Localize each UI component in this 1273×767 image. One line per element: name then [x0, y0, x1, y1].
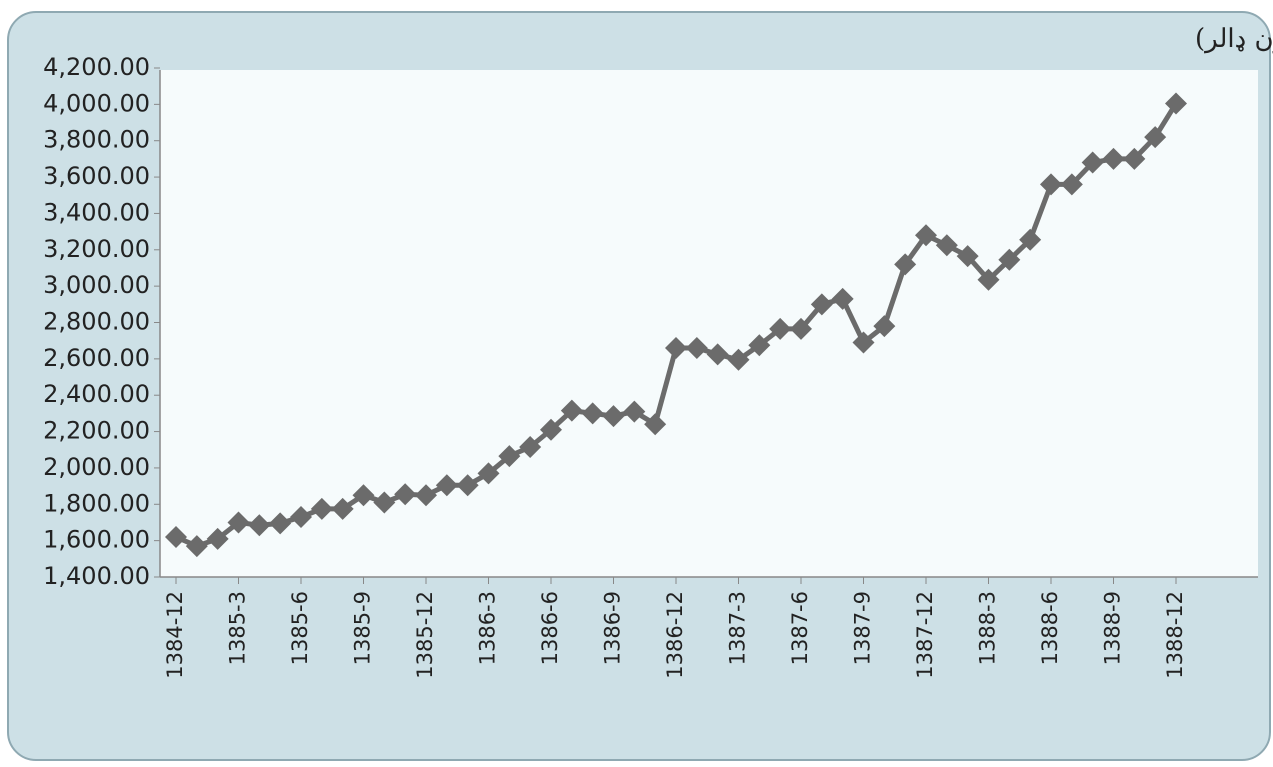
- data-marker: [435, 474, 458, 497]
- x-tick-label: 1384-12: [163, 591, 187, 679]
- chart-title: د افغانستان ناخالصه اسعاري زيرمې(ارقام پ…: [1195, 24, 1273, 58]
- data-marker: [894, 253, 917, 276]
- data-marker: [540, 418, 562, 441]
- data-marker: [290, 506, 312, 529]
- x-tick-label: 1385-9: [351, 591, 375, 665]
- x-tick-label: 1387-3: [726, 591, 750, 665]
- data-marker: [373, 491, 396, 514]
- data-marker: [831, 287, 854, 310]
- data-marker: [665, 336, 687, 359]
- y-tick-label: 3,600.00: [43, 162, 150, 190]
- data-marker: [706, 343, 729, 366]
- data-marker: [1081, 151, 1104, 174]
- y-tick-label: 2,000.00: [43, 453, 150, 481]
- x-tick-label: 1385-3: [226, 591, 250, 665]
- data-marker: [206, 527, 229, 550]
- data-marker: [956, 245, 979, 268]
- y-tick-label: 2,200.00: [43, 417, 150, 445]
- plot-area: [160, 70, 1258, 577]
- x-tick-label: 1386-3: [476, 591, 500, 665]
- data-marker: [415, 484, 437, 507]
- x-tick-label: 1387-12: [913, 591, 937, 679]
- y-tick-label: 3,400.00: [43, 198, 150, 226]
- data-marker: [1040, 173, 1062, 196]
- data-marker: [248, 514, 271, 537]
- y-tick-label: 1,800.00: [43, 489, 150, 517]
- y-tick-label: 3,000.00: [43, 271, 150, 299]
- data-marker: [477, 462, 500, 485]
- data-marker: [1165, 92, 1187, 115]
- data-marker: [519, 436, 542, 459]
- data-marker: [560, 399, 583, 422]
- data-marker: [685, 336, 708, 359]
- data-marker: [1144, 126, 1167, 149]
- y-tick-label: 4,000.00: [43, 89, 150, 117]
- data-marker: [394, 483, 417, 506]
- data-marker: [1019, 228, 1042, 251]
- x-tick-label: 1388-6: [1038, 591, 1062, 665]
- y-tick-label: 2,400.00: [43, 380, 150, 408]
- y-tick-label: 4,200.00: [43, 53, 150, 81]
- data-marker: [998, 248, 1021, 271]
- x-tick-label: 1386-12: [663, 591, 687, 679]
- x-tick-label: 1388-3: [976, 591, 1000, 665]
- data-marker: [1102, 147, 1125, 170]
- data-marker: [769, 317, 792, 340]
- data-marker: [623, 400, 646, 423]
- data-marker: [602, 405, 625, 428]
- data-marker: [748, 334, 771, 357]
- data-marker: [977, 268, 1000, 291]
- x-tick-label: 1388-9: [1101, 591, 1125, 665]
- data-marker: [1123, 147, 1146, 170]
- data-marker: [581, 402, 604, 425]
- x-tick-label: 1388-12: [1163, 591, 1187, 679]
- x-tick-label: 1385-6: [288, 591, 312, 665]
- x-tick-label: 1386-6: [538, 591, 562, 665]
- data-marker: [810, 293, 833, 316]
- y-tick-label: 2,600.00: [43, 344, 150, 372]
- data-marker: [644, 413, 667, 436]
- data-marker: [915, 224, 937, 247]
- data-marker: [310, 497, 333, 520]
- data-marker: [790, 317, 812, 340]
- data-marker: [1060, 173, 1083, 196]
- data-marker: [456, 474, 479, 497]
- data-marker: [352, 484, 375, 507]
- data-marker: [227, 511, 250, 534]
- data-marker: [331, 497, 354, 520]
- data-marker: [935, 234, 958, 257]
- data-marker: [852, 331, 875, 354]
- y-tick-label: 1,600.00: [43, 526, 150, 554]
- x-tick-label: 1387-9: [851, 591, 875, 665]
- x-tick-label: 1386-9: [601, 591, 625, 665]
- y-tick-label: 2,800.00: [43, 308, 150, 336]
- data-marker: [727, 348, 750, 371]
- data-marker: [185, 535, 208, 558]
- x-tick-label: 1385-12: [413, 591, 437, 679]
- data-marker: [269, 512, 292, 535]
- data-marker: [498, 445, 521, 468]
- y-tick-label: 1,400.00: [43, 562, 150, 590]
- data-marker: [873, 315, 896, 338]
- y-tick-label: 3,800.00: [43, 126, 150, 154]
- data-marker: [165, 526, 187, 549]
- x-tick-label: 1387-6: [788, 591, 812, 665]
- y-tick-label: 3,200.00: [43, 235, 150, 263]
